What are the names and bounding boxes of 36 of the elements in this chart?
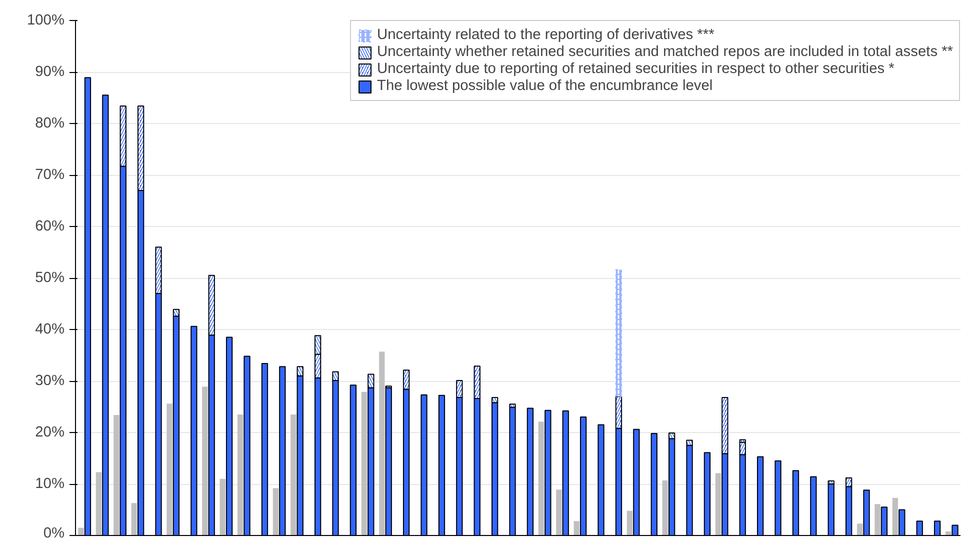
bar bbox=[96, 472, 102, 536]
bar bbox=[220, 478, 226, 536]
bar bbox=[379, 352, 385, 536]
bar bbox=[856, 524, 863, 536]
y-tick-label: 40% bbox=[35, 322, 65, 338]
bar bbox=[237, 414, 244, 536]
y-tick-label: 80% bbox=[35, 116, 65, 132]
bar bbox=[662, 480, 668, 536]
bar bbox=[874, 504, 880, 536]
bar bbox=[715, 473, 722, 536]
y-tick-label: 100% bbox=[27, 12, 65, 28]
bar bbox=[272, 488, 279, 536]
legend-label: Uncertainty whether retained securities and matched repos are included in total assets ** bbox=[377, 44, 953, 60]
bar bbox=[574, 521, 580, 536]
y-tick-label: 10% bbox=[35, 476, 65, 492]
bar bbox=[114, 414, 120, 536]
y-tick-label: 70% bbox=[35, 167, 65, 183]
y-tick-label: 20% bbox=[35, 424, 65, 440]
bar bbox=[892, 498, 898, 536]
y-tick-label: 0% bbox=[43, 526, 65, 541]
bar bbox=[626, 510, 633, 536]
y-tick-label: 60% bbox=[35, 218, 65, 234]
bar bbox=[166, 404, 172, 536]
y-tick-label: 50% bbox=[35, 270, 65, 286]
legend-label: Uncertainty due to reporting of retained securities in respect to other securities * bbox=[377, 61, 894, 77]
bar bbox=[131, 503, 137, 536]
legend-label: Uncertainty related to the reporting of derivatives *** bbox=[377, 27, 714, 43]
y-tick-label: 90% bbox=[35, 64, 65, 80]
bar bbox=[78, 528, 84, 536]
bar bbox=[556, 490, 562, 536]
bar bbox=[361, 392, 368, 536]
bar bbox=[290, 414, 296, 536]
y-tick-label: 30% bbox=[35, 373, 65, 389]
legend-label: The lowest possible value of the encumbrance level bbox=[377, 78, 713, 94]
bar bbox=[202, 386, 208, 536]
bar bbox=[538, 422, 544, 536]
